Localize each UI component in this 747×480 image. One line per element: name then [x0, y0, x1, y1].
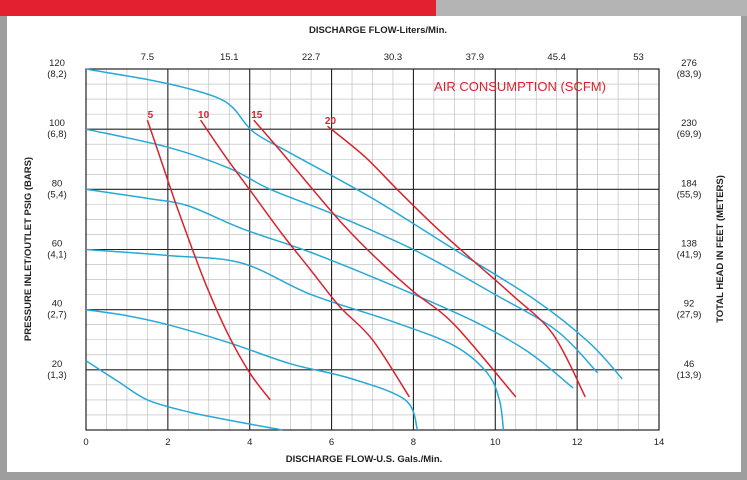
grid — [85, 68, 660, 431]
chart-panel: 5 10 15 20 0 2 4 6 8 10 12 14 7.5 15.1 22.7 30.3 37.9 45… — [7, 16, 741, 472]
right-tick-ft: 276 — [681, 58, 697, 69]
right-tick-m: (55,9) — [677, 189, 702, 200]
air-consumption-curve — [253, 119, 517, 398]
air-consumption-curve — [146, 119, 271, 401]
scfm-label: 10 — [198, 110, 210, 121]
x-tick-label: 6 — [329, 437, 334, 448]
top-axis-title: DISCHARGE FLOW-Liters/Min. — [309, 25, 447, 36]
left-tick-bar: (4,1) — [47, 250, 67, 261]
top-red-bar — [0, 0, 436, 16]
x-tick-label: 12 — [572, 437, 583, 448]
x-tick-label: 0 — [83, 437, 88, 448]
air-consumption-curves: 5 10 15 20 — [146, 110, 586, 401]
scfm-label: 20 — [325, 116, 337, 127]
right-tick-ft: 138 — [681, 239, 697, 250]
pressure-curve — [85, 128, 599, 374]
right-tick-ft: 230 — [681, 118, 697, 129]
top-tick-label: 30.3 — [384, 52, 403, 63]
right-tick-m: (41,9) — [677, 250, 702, 261]
x-tick-label: 4 — [247, 437, 252, 448]
left-tick-psi: 40 — [52, 299, 63, 310]
right-tick-m: (69,9) — [677, 129, 702, 140]
pressure-curve — [85, 68, 623, 380]
air-consumption-curve — [327, 125, 586, 398]
air-consumption-curve — [199, 119, 410, 398]
scfm-label: 15 — [251, 110, 263, 121]
pressure-curve — [85, 360, 283, 431]
left-tick-psi: 20 — [52, 359, 63, 370]
right-axis-title: TOTAL HEAD IN FEET (METERS) — [715, 175, 726, 323]
x-tick-label: 2 — [165, 437, 170, 448]
left-tick-bar: (1,3) — [47, 370, 67, 381]
right-tick-m: (13,9) — [677, 370, 702, 381]
scfm-label: 5 — [148, 110, 154, 121]
top-tick-label: 22.7 — [302, 52, 321, 63]
left-tick-bar: (6,8) — [47, 129, 67, 140]
x-tick-label: 8 — [411, 437, 416, 448]
top-tick-label: 45.4 — [547, 52, 566, 63]
top-tick-label: 15.1 — [220, 52, 239, 63]
left-tick-bar: (2,7) — [47, 310, 67, 321]
tick-labels: 0 2 4 6 8 10 12 147.5 15.1 22.7 30.3 37.9 45.4 53120(… — [47, 52, 701, 448]
x-tick-label: 14 — [654, 437, 665, 448]
top-gray-bar — [436, 0, 747, 16]
x-axis-title: DISCHARGE FLOW-U.S. Gals./Min. — [286, 454, 443, 465]
right-tick-ft: 46 — [684, 359, 695, 370]
top-tick-label: 7.5 — [141, 52, 154, 63]
pressure-curve — [85, 308, 419, 431]
pressure-curve — [85, 188, 574, 389]
left-axis-title: PRESSURE INLET/OUTLET PSIG (BARS) — [23, 157, 34, 341]
pressure-curve — [85, 248, 505, 431]
left-tick-bar: (8,2) — [47, 69, 67, 80]
pressure-curves — [85, 68, 623, 431]
right-tick-ft: 92 — [684, 299, 695, 310]
right-tick-m: (83,9) — [677, 69, 702, 80]
left-tick-bar: (5,4) — [47, 189, 67, 200]
top-tick-label: 37.9 — [466, 52, 485, 63]
left-tick-psi: 100 — [49, 118, 65, 129]
right-tick-m: (27,9) — [677, 310, 702, 321]
right-tick-ft: 184 — [681, 178, 697, 189]
left-tick-psi: 120 — [49, 58, 65, 69]
left-tick-psi: 80 — [52, 178, 63, 189]
air-consumption-annotation: AIR CONSUMPTION (SCFM) — [434, 79, 606, 94]
x-tick-label: 10 — [490, 437, 501, 448]
top-tick-label: 53 — [633, 52, 644, 63]
left-tick-psi: 60 — [52, 239, 63, 250]
